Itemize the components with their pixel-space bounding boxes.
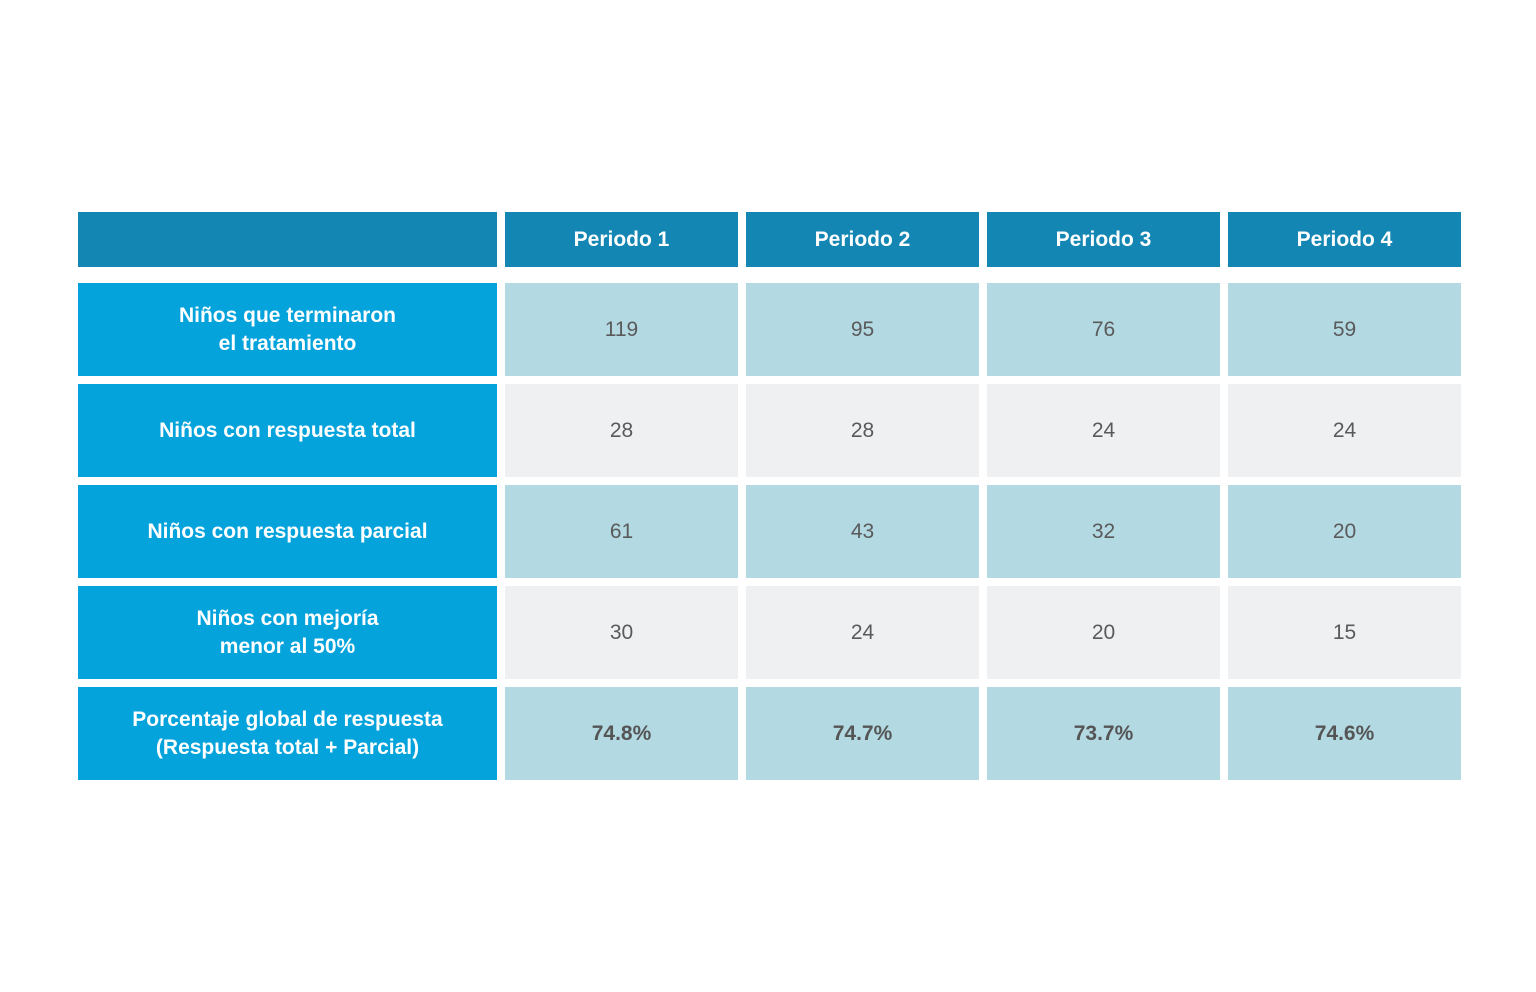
table-cell: 74.7% [746, 687, 979, 780]
row-gap [78, 376, 1461, 384]
header-periodo-1: Periodo 1 [505, 212, 738, 267]
table-cell: 61 [505, 485, 738, 578]
header-corner-cell [78, 212, 497, 267]
table-cell: 32 [987, 485, 1220, 578]
row-label: Niños que terminaron el tratamiento [78, 283, 497, 376]
row-label: Niños con mejoría menor al 50% [78, 586, 497, 679]
row-label-line: (Respuesta total + Parcial) [155, 735, 420, 759]
table-cell: 28 [505, 384, 738, 477]
header-periodo-3: Periodo 3 [987, 212, 1220, 267]
header-spacer [78, 267, 1461, 283]
table-cell: 73.7% [987, 687, 1220, 780]
row-label: Niños con respuesta parcial [78, 485, 497, 578]
table-cell: 15 [1228, 586, 1461, 679]
row-gap [78, 578, 1461, 586]
table-cell: 20 [1228, 485, 1461, 578]
data-table: Periodo 1 Periodo 2 Periodo 3 Periodo 4 … [78, 212, 1461, 780]
table-cell: 24 [987, 384, 1220, 477]
table-cell: 59 [1228, 283, 1461, 376]
row-label-line: Niños que terminaron [178, 303, 397, 327]
row-label-line: Porcentaje global de respuesta [132, 707, 443, 731]
table-cell: 28 [746, 384, 979, 477]
row-gap [78, 679, 1461, 687]
table-cell: 24 [746, 586, 979, 679]
table-cell: 74.8% [505, 687, 738, 780]
table-cell: 43 [746, 485, 979, 578]
table-cell: 74.6% [1228, 687, 1461, 780]
table-cell: 95 [746, 283, 979, 376]
table-cell: 24 [1228, 384, 1461, 477]
header-periodo-2: Periodo 2 [746, 212, 979, 267]
header-periodo-4: Periodo 4 [1228, 212, 1461, 267]
row-label: Porcentaje global de respuesta (Respuest… [78, 687, 497, 780]
row-gap [78, 477, 1461, 485]
table-cell: 76 [987, 283, 1220, 376]
row-label-line: Niños con respuesta total [159, 418, 416, 442]
row-label-line: Niños con mejoría [196, 606, 379, 630]
table-cell: 119 [505, 283, 738, 376]
row-label-line: el tratamiento [218, 331, 357, 355]
row-label-line: Niños con respuesta parcial [147, 519, 428, 543]
row-label: Niños con respuesta total [78, 384, 497, 477]
table-cell: 30 [505, 586, 738, 679]
row-label-line: menor al 50% [219, 634, 356, 658]
table-cell: 20 [987, 586, 1220, 679]
